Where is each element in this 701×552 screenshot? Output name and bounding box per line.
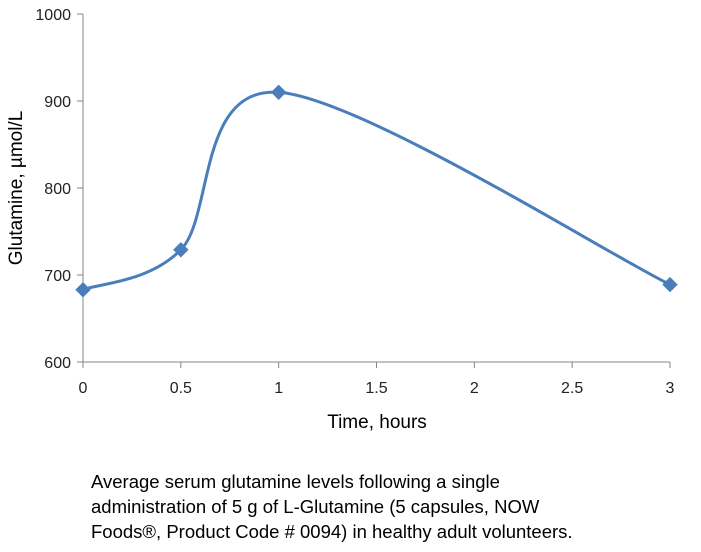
x-axis: 0 0.5 1 1.5 2 2.5 3 (79, 361, 675, 397)
x-tick-label: 1.5 (365, 380, 387, 397)
series-line (82, 90, 671, 292)
y-tick-label: 700 (44, 268, 71, 285)
y-tick-label: 900 (44, 94, 71, 111)
y-tick-label: 1000 (35, 7, 71, 24)
y-tick-label: 800 (44, 181, 71, 198)
x-tick-label: 2.5 (561, 380, 583, 397)
figure-caption: Average serum glutamine levels following… (91, 469, 681, 544)
x-tick-label: 3 (666, 380, 675, 397)
data-point-marker (270, 84, 287, 101)
caption-line: administration of 5 g of L-Glutamine (5 … (91, 496, 540, 517)
x-tick-label: 0 (79, 380, 88, 397)
series-layer (75, 84, 678, 298)
caption-line: Foods®, Product Code # 0094) in healthy … (91, 521, 573, 542)
y-tick-label: 600 (44, 355, 71, 372)
x-tick-label: 1 (274, 380, 283, 397)
data-point-marker (662, 276, 678, 293)
x-axis-title: Time, hours (327, 412, 427, 433)
caption-line: Average serum glutamine levels following… (91, 471, 500, 492)
data-point-marker (173, 242, 189, 258)
x-tick-label: 2 (470, 380, 479, 397)
y-axis: 600 700 800 900 1000 (35, 7, 84, 372)
data-point-marker (75, 282, 91, 298)
x-tick-label: 0.5 (170, 380, 192, 397)
y-axis-title: Glutamine, µmol/L (6, 111, 27, 266)
glutamine-line-chart: 600 700 800 900 1000 0 0.5 1 1.5 2 2.5 3 Time, hou… (6, 7, 678, 433)
